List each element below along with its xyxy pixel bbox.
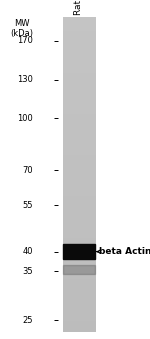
Text: 35: 35 xyxy=(23,266,33,276)
Text: MW
(kDa): MW (kDa) xyxy=(10,19,33,38)
Bar xyxy=(63,244,95,259)
Text: 70: 70 xyxy=(23,165,33,175)
Text: 55: 55 xyxy=(23,201,33,210)
Text: 40: 40 xyxy=(23,247,33,256)
Text: beta Actin: beta Actin xyxy=(99,247,150,256)
Text: 170: 170 xyxy=(17,36,33,45)
Bar xyxy=(63,265,95,274)
Text: 130: 130 xyxy=(17,75,33,84)
Text: Rat liver: Rat liver xyxy=(74,0,83,15)
Text: 100: 100 xyxy=(18,114,33,122)
Text: 25: 25 xyxy=(23,316,33,325)
